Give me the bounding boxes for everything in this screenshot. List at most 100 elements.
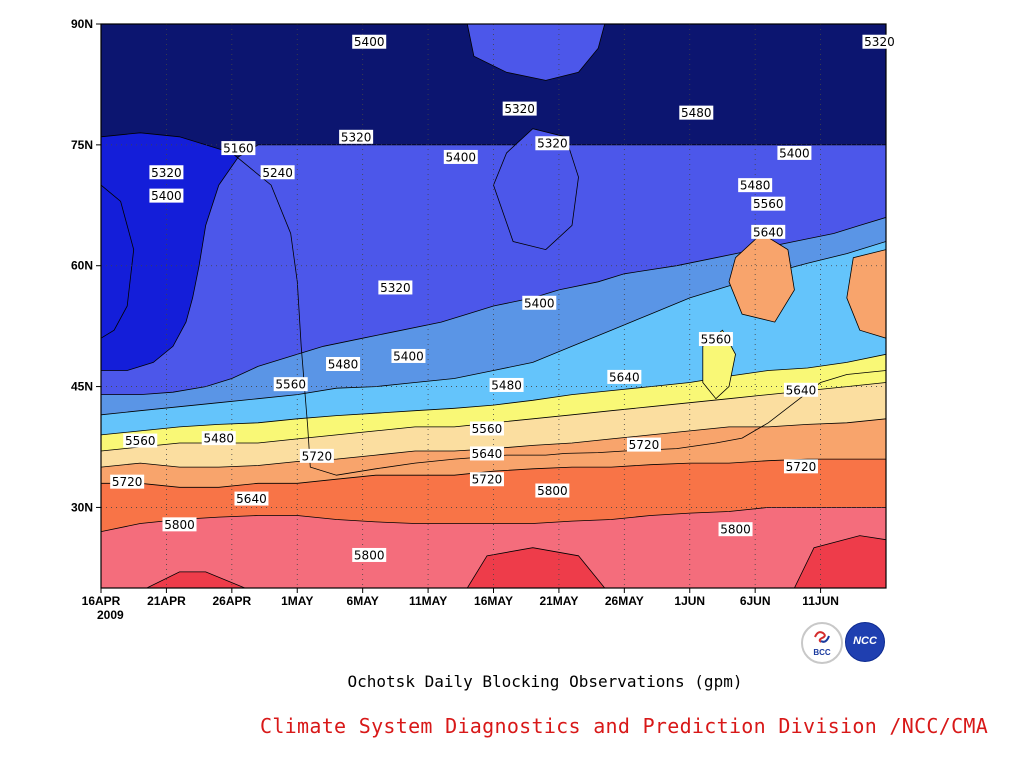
x-tick-label: 6JUN: [740, 594, 771, 608]
bcc-logo: BCC: [801, 622, 843, 664]
contour-label: 5640: [234, 491, 269, 506]
x-tick-label: 11JUN: [802, 594, 839, 608]
contour-label: 5640: [469, 446, 504, 461]
contour-label-bg: [201, 431, 236, 446]
contour-label: 5400: [522, 295, 557, 310]
contour-label-text: 5800: [537, 484, 568, 498]
contour-label-bg: [535, 483, 570, 498]
contour-label: 5800: [162, 517, 197, 532]
contour-label-text: 5640: [753, 225, 784, 239]
contour-label-text: 5400: [446, 150, 477, 164]
contour-label-text: 5320: [380, 281, 411, 295]
contour-label-text: 5800: [720, 523, 751, 537]
contour-label: 5320: [378, 280, 413, 295]
contour-label-bg: [273, 377, 308, 392]
contour-line-5800: [101, 507, 886, 532]
contour-line-5720: [101, 458, 886, 488]
contour-label-text: 5160: [223, 142, 254, 156]
contour-label: 5320: [535, 136, 570, 151]
chart-caption: Ochotsk Daily Blocking Observations (gpm…: [347, 672, 743, 691]
x-tick-label: 16APR: [82, 594, 121, 608]
contour-label-text: 5800: [164, 518, 195, 532]
y-tick-label: 60N: [71, 259, 93, 273]
contour-label-bg: [469, 446, 504, 461]
contour-label-bg: [718, 522, 753, 537]
contour-label-bg: [443, 149, 478, 164]
contour-label-bg: [352, 34, 387, 49]
contour-label-text: 5400: [393, 349, 424, 363]
contour-label-bg: [391, 348, 426, 363]
contour-label-text: 5640: [609, 370, 640, 384]
contour-features: [101, 24, 886, 588]
contour-label-text: 5560: [125, 434, 156, 448]
contour-label-text: 5240: [262, 166, 293, 180]
contour-label-text: 5480: [740, 179, 771, 193]
contour-label-text: 5320: [341, 130, 372, 144]
contour-label-bg: [502, 101, 537, 116]
contour-label-text: 5480: [203, 432, 234, 446]
contour-label-bg: [221, 141, 256, 156]
ncc-logo-text: NCC: [853, 635, 877, 647]
contour-label: 5720: [299, 448, 334, 463]
contour-label-bg: [783, 382, 818, 397]
contour-label-bg: [783, 459, 818, 474]
contour-label-text: 5720: [629, 438, 660, 452]
contour-label: 5320: [149, 165, 184, 180]
x-tick-label: 11MAY: [409, 594, 447, 608]
y-tick-label: 45N: [71, 380, 93, 394]
x-axis: 16APR 21APR 26APR 1MAY 6MAY 11MAY 16MAY 21MAY 26…: [82, 588, 839, 608]
contour-label: 5400: [777, 145, 812, 160]
contour-label-text: 5320: [151, 166, 182, 180]
contour-label-bg: [149, 188, 184, 203]
contour-bands: [101, 24, 886, 588]
contour-label-bg: [535, 136, 570, 151]
x-tick-label: 1JUN: [674, 594, 705, 608]
contour-label-text: 5560: [472, 422, 503, 436]
contour-label-text: 5400: [354, 35, 385, 49]
contour-label: 5240: [260, 165, 295, 180]
contour-label: 5560: [123, 433, 158, 448]
contour-label: 5480: [201, 431, 236, 446]
contour-label: 5720: [469, 472, 504, 487]
contour-label-bg: [489, 377, 524, 392]
x-tick-label: 21APR: [147, 594, 186, 608]
x-tick-label: 1MAY: [281, 594, 313, 608]
x-tick-label: 6MAY: [347, 594, 379, 608]
contour-label-bg: [378, 280, 413, 295]
feature-core-west: [146, 571, 246, 588]
contour-label-bg: [110, 474, 145, 489]
contour-label-bg: [260, 165, 295, 180]
contour-label-text: 5640: [786, 383, 817, 397]
contour-label-text: 5480: [328, 358, 359, 372]
contour-label: 5720: [783, 459, 818, 474]
contour-labels: 5400 5320 5160 5320 5240 5400 5320 5400 5320 5320…: [110, 34, 897, 562]
bcc-logo-text: BCC: [813, 648, 831, 657]
contour-label-bg: [679, 105, 714, 120]
y-axis: 30N 45N 60N 75N 90N: [71, 17, 101, 514]
contour-label: 5480: [738, 178, 773, 193]
x-tick-label: 26MAY: [605, 594, 644, 608]
contour-label-bg: [607, 369, 642, 384]
feature-low-west: [101, 184, 135, 339]
contour-label-bg: [352, 547, 387, 562]
contour-label-text: 5400: [779, 146, 810, 160]
contour-label-text: 5720: [112, 475, 143, 489]
feature-high-east: [846, 249, 886, 339]
contour-label: 5560: [698, 332, 733, 347]
x-tick-label: 21MAY: [539, 594, 578, 608]
contour-label-bg: [162, 517, 197, 532]
contour-label-bg: [339, 129, 374, 144]
contour-line-5160: [101, 132, 886, 476]
contour-label-text: 5320: [504, 102, 535, 116]
contour-label-text: 5720: [786, 460, 817, 474]
contour-label: 5320: [502, 101, 537, 116]
contour-line-5480: [101, 353, 886, 436]
contour-label-text: 5560: [753, 197, 784, 211]
contour-label-text: 5400: [524, 296, 555, 310]
contour-label: 5320: [862, 34, 897, 49]
band-above-5800: [101, 507, 886, 588]
contour-label-bg: [123, 433, 158, 448]
contour-label-bg: [862, 34, 897, 49]
contour-label: 5320: [339, 129, 374, 144]
contour-label: 5560: [469, 421, 504, 436]
